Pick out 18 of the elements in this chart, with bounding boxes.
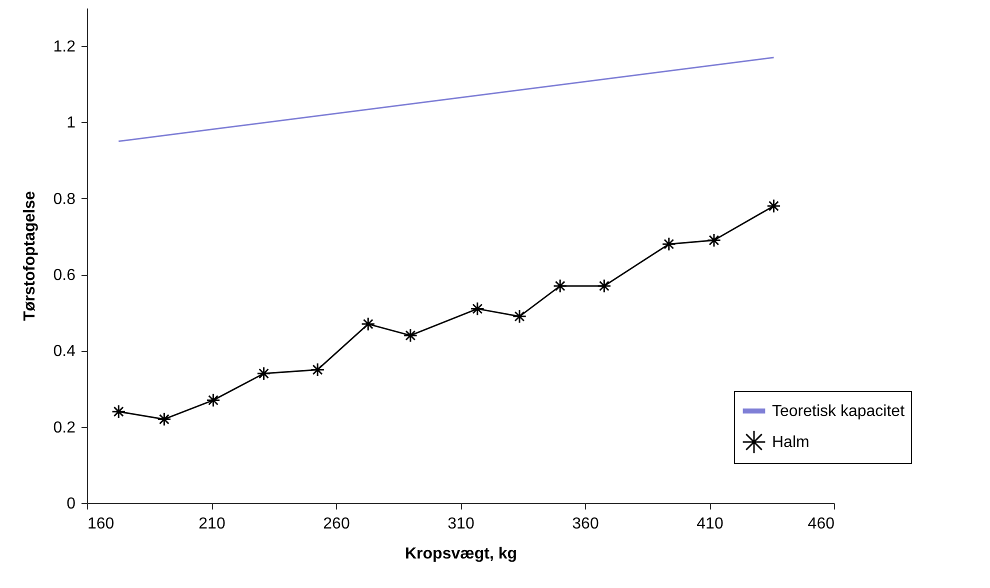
y-tick-label: 0.2 xyxy=(53,419,76,436)
y-tick-label: 0.8 xyxy=(53,190,76,208)
legend-label: Teoretisk kapacitet xyxy=(772,403,906,420)
x-tick-label: 310 xyxy=(448,516,474,532)
x-tick-label: 410 xyxy=(696,516,724,532)
y-axis-title: Tørstofoptagelse xyxy=(21,191,38,321)
legend-label: Halm xyxy=(772,434,810,451)
x-tick-label: 360 xyxy=(572,516,599,532)
x-tick-label: 210 xyxy=(198,516,226,532)
y-tick-label: 0.4 xyxy=(53,343,76,360)
x-tick-label: 260 xyxy=(323,516,350,532)
y-tick-label: 0.6 xyxy=(53,267,76,284)
x-tick-label: 160 xyxy=(88,516,114,532)
y-tick-label: 1.2 xyxy=(53,38,76,56)
y-tick-label: 1 xyxy=(66,114,76,132)
y-tick-label: 0 xyxy=(66,496,76,512)
x-axis-title: Kropsvægt, kg xyxy=(404,546,518,562)
x-tick-label: 460 xyxy=(808,516,835,532)
